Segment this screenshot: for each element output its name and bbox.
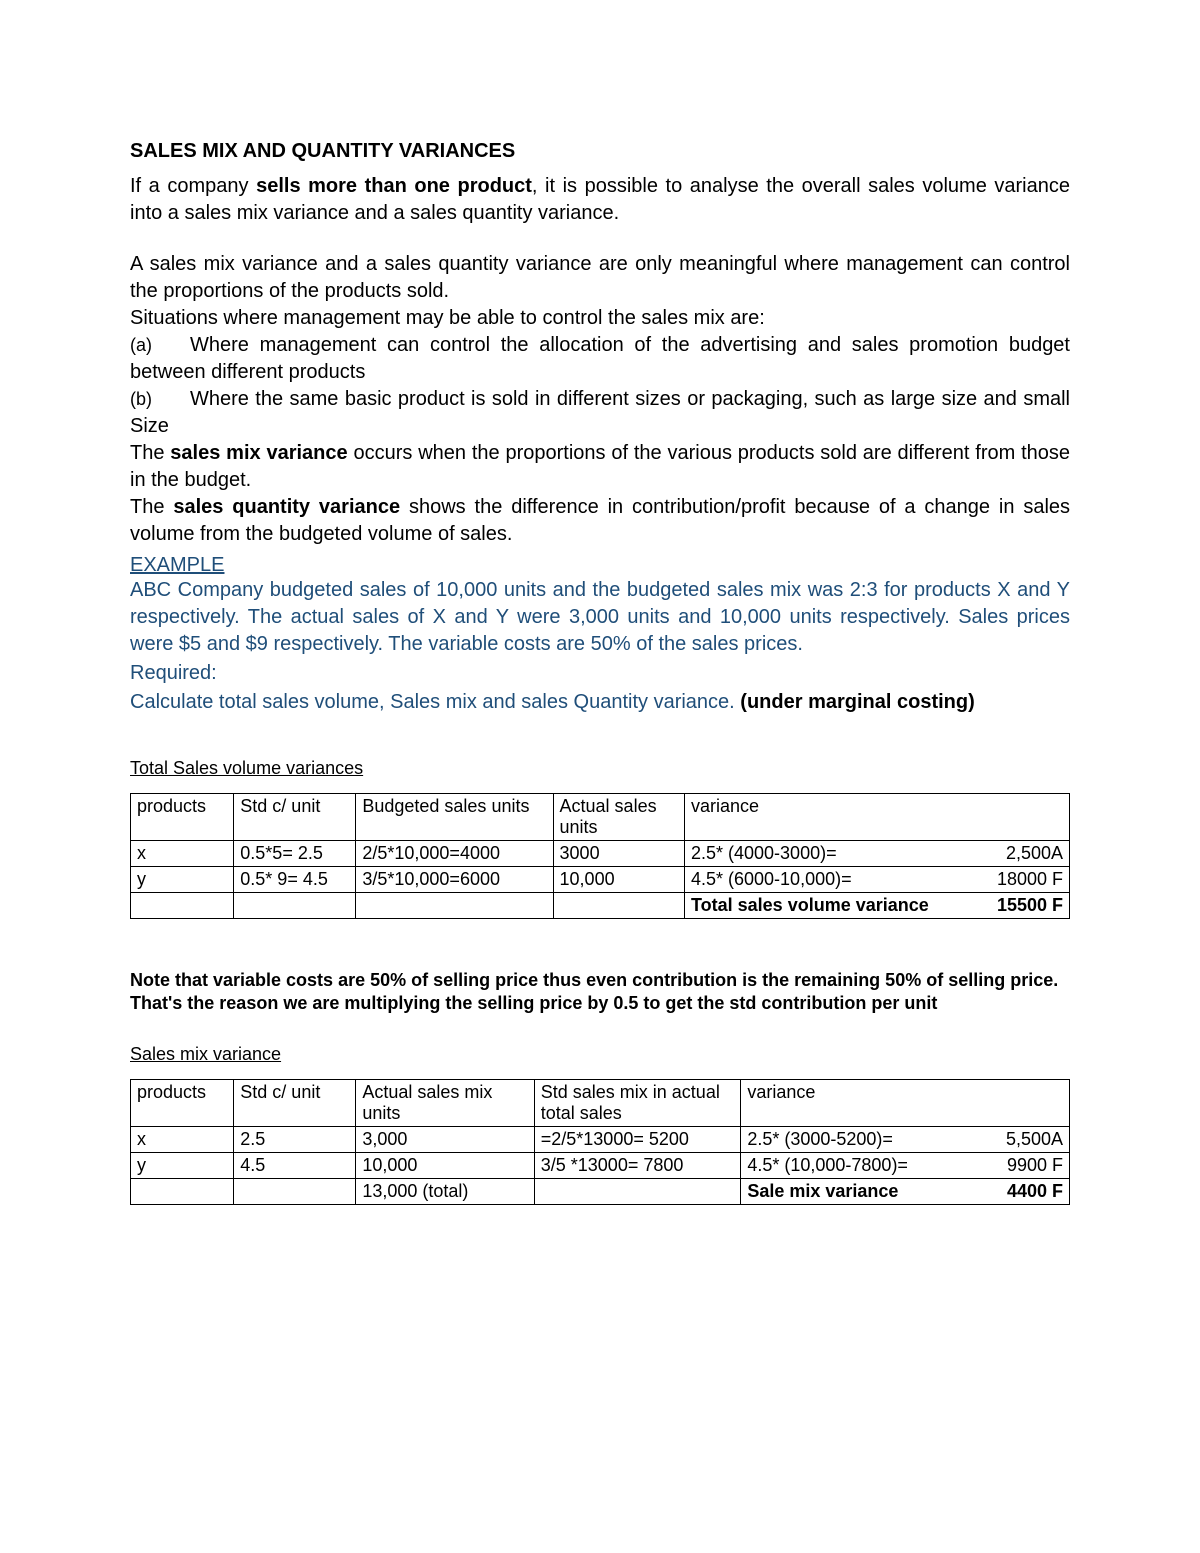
document-page: SALES MIX AND QUANTITY VARIANCES If a co… [0, 0, 1200, 1553]
table-total-row: 13,000 (total) Sale mix variance 4400 F [131, 1178, 1070, 1204]
variance-calc: 4.5* (10,000-7800)= [747, 1155, 908, 1176]
situations-line: Situations where management may be able … [130, 305, 1070, 332]
cell-variance: 2.5* (4000-3000)= 2,500A [684, 841, 1069, 867]
list-item-a: (a)Where management can control the allo… [130, 332, 1070, 386]
total-label: Sale mix variance [747, 1181, 898, 1202]
th-std-mix: Std sales mix in actual total sales [534, 1079, 741, 1126]
cell-actual: 3000 [553, 841, 684, 867]
cell-std-mix: 3/5 *13000= 7800 [534, 1152, 741, 1178]
intro-bold: sells more than one product [256, 175, 532, 197]
required-label: Required: [130, 662, 1070, 685]
note-paragraph: Note that variable costs are 50% of sell… [130, 969, 1070, 1016]
th-variance: variance [684, 794, 1069, 841]
cell-empty [234, 1178, 356, 1204]
variance-result: 18000 F [997, 869, 1063, 890]
table-row: y 0.5* 9= 4.5 3/5*10,000=6000 10,000 4.5… [131, 867, 1070, 893]
cell-actual-mix: 3,000 [356, 1126, 534, 1152]
th-std: Std c/ unit [234, 1079, 356, 1126]
cell-total-variance: Sale mix variance 4400 F [741, 1178, 1070, 1204]
smv-paragraph: The sales mix variance occurs when the p… [130, 440, 1070, 494]
total-value: 15500 F [997, 895, 1063, 916]
variance-result: 5,500A [1006, 1129, 1063, 1150]
cell-product: y [131, 867, 234, 893]
cell-empty [131, 1178, 234, 1204]
table-total-row: Total sales volume variance 15500 F [131, 893, 1070, 919]
table-row: x 2.5 3,000 =2/5*13000= 5200 2.5* (3000-… [131, 1126, 1070, 1152]
cell-actual: 10,000 [553, 867, 684, 893]
required-line: Calculate total sales volume, Sales mix … [130, 689, 1070, 716]
table-row: products Std c/ unit Budgeted sales unit… [131, 794, 1070, 841]
total-value: 4400 F [1007, 1181, 1063, 1202]
variance-calc: 2.5* (3000-5200)= [747, 1129, 893, 1150]
total-label: Total sales volume variance [691, 895, 929, 916]
cell-product: x [131, 1126, 234, 1152]
example-heading: EXAMPLE [130, 554, 1070, 577]
th-actual-mix: Actual sales mix units [356, 1079, 534, 1126]
cell-empty [131, 893, 234, 919]
cell-std: 4.5 [234, 1152, 356, 1178]
intro-paragraph: If a company sells more than one product… [130, 173, 1070, 227]
cell-budgeted: 2/5*10,000=4000 [356, 841, 553, 867]
th-products: products [131, 1079, 234, 1126]
table-row: y 4.5 10,000 3/5 *13000= 7800 4.5* (10,0… [131, 1152, 1070, 1178]
cell-total-asm: 13,000 (total) [356, 1178, 534, 1204]
cell-budgeted: 3/5*10,000=6000 [356, 867, 553, 893]
th-variance: variance [741, 1079, 1070, 1126]
sqv-paragraph: The sales quantity variance shows the di… [130, 494, 1070, 548]
list-label-a: (a) [130, 333, 190, 357]
th-actual: Actual sales units [553, 794, 684, 841]
cell-empty [534, 1178, 741, 1204]
meaningful-paragraph: A sales mix variance and a sales quantit… [130, 251, 1070, 305]
table-row: products Std c/ unit Actual sales mix un… [131, 1079, 1070, 1126]
cell-actual-mix: 10,000 [356, 1152, 534, 1178]
cell-variance: 4.5* (6000-10,000)= 18000 F [684, 867, 1069, 893]
table-total-sales-volume: products Std c/ unit Budgeted sales unit… [130, 793, 1070, 919]
required-black: (under marginal costing) [740, 691, 974, 713]
cell-empty [356, 893, 553, 919]
list-text-a: Where management can control the allocat… [130, 334, 1070, 383]
cell-empty [234, 893, 356, 919]
list-text-b: Where the same basic product is sold in … [130, 388, 1070, 437]
cell-std: 0.5* 9= 4.5 [234, 867, 356, 893]
sqv-pre: The [130, 496, 173, 518]
variance-calc: 2.5* (4000-3000)= [691, 843, 837, 864]
smv-pre: The [130, 442, 170, 464]
smv-bold: sales mix variance [170, 442, 347, 464]
th-budgeted: Budgeted sales units [356, 794, 553, 841]
cell-std: 2.5 [234, 1126, 356, 1152]
required-blue: Calculate total sales volume, Sales mix … [130, 691, 740, 713]
th-products: products [131, 794, 234, 841]
variance-result: 9900 F [1007, 1155, 1063, 1176]
variance-result: 2,500A [1006, 843, 1063, 864]
variance-calc: 4.5* (6000-10,000)= [691, 869, 852, 890]
page-title: SALES MIX AND QUANTITY VARIANCES [130, 140, 1070, 163]
cell-empty [553, 893, 684, 919]
cell-std: 0.5*5= 2.5 [234, 841, 356, 867]
sqv-bold: sales quantity variance [173, 496, 400, 518]
example-body: ABC Company budgeted sales of 10,000 uni… [130, 577, 1070, 658]
subhead-total-sales-volume: Total Sales volume variances [130, 758, 1070, 779]
cell-variance: 4.5* (10,000-7800)= 9900 F [741, 1152, 1070, 1178]
cell-std-mix: =2/5*13000= 5200 [534, 1126, 741, 1152]
table-sales-mix: products Std c/ unit Actual sales mix un… [130, 1079, 1070, 1205]
intro-pre: If a company [130, 175, 256, 197]
subhead-sales-mix: Sales mix variance [130, 1044, 1070, 1065]
cell-variance: 2.5* (3000-5200)= 5,500A [741, 1126, 1070, 1152]
th-std: Std c/ unit [234, 794, 356, 841]
table-row: x 0.5*5= 2.5 2/5*10,000=4000 3000 2.5* (… [131, 841, 1070, 867]
list-label-b: (b) [130, 387, 190, 411]
cell-product: x [131, 841, 234, 867]
list-item-b: (b)Where the same basic product is sold … [130, 386, 1070, 440]
cell-total-variance: Total sales volume variance 15500 F [684, 893, 1069, 919]
cell-product: y [131, 1152, 234, 1178]
